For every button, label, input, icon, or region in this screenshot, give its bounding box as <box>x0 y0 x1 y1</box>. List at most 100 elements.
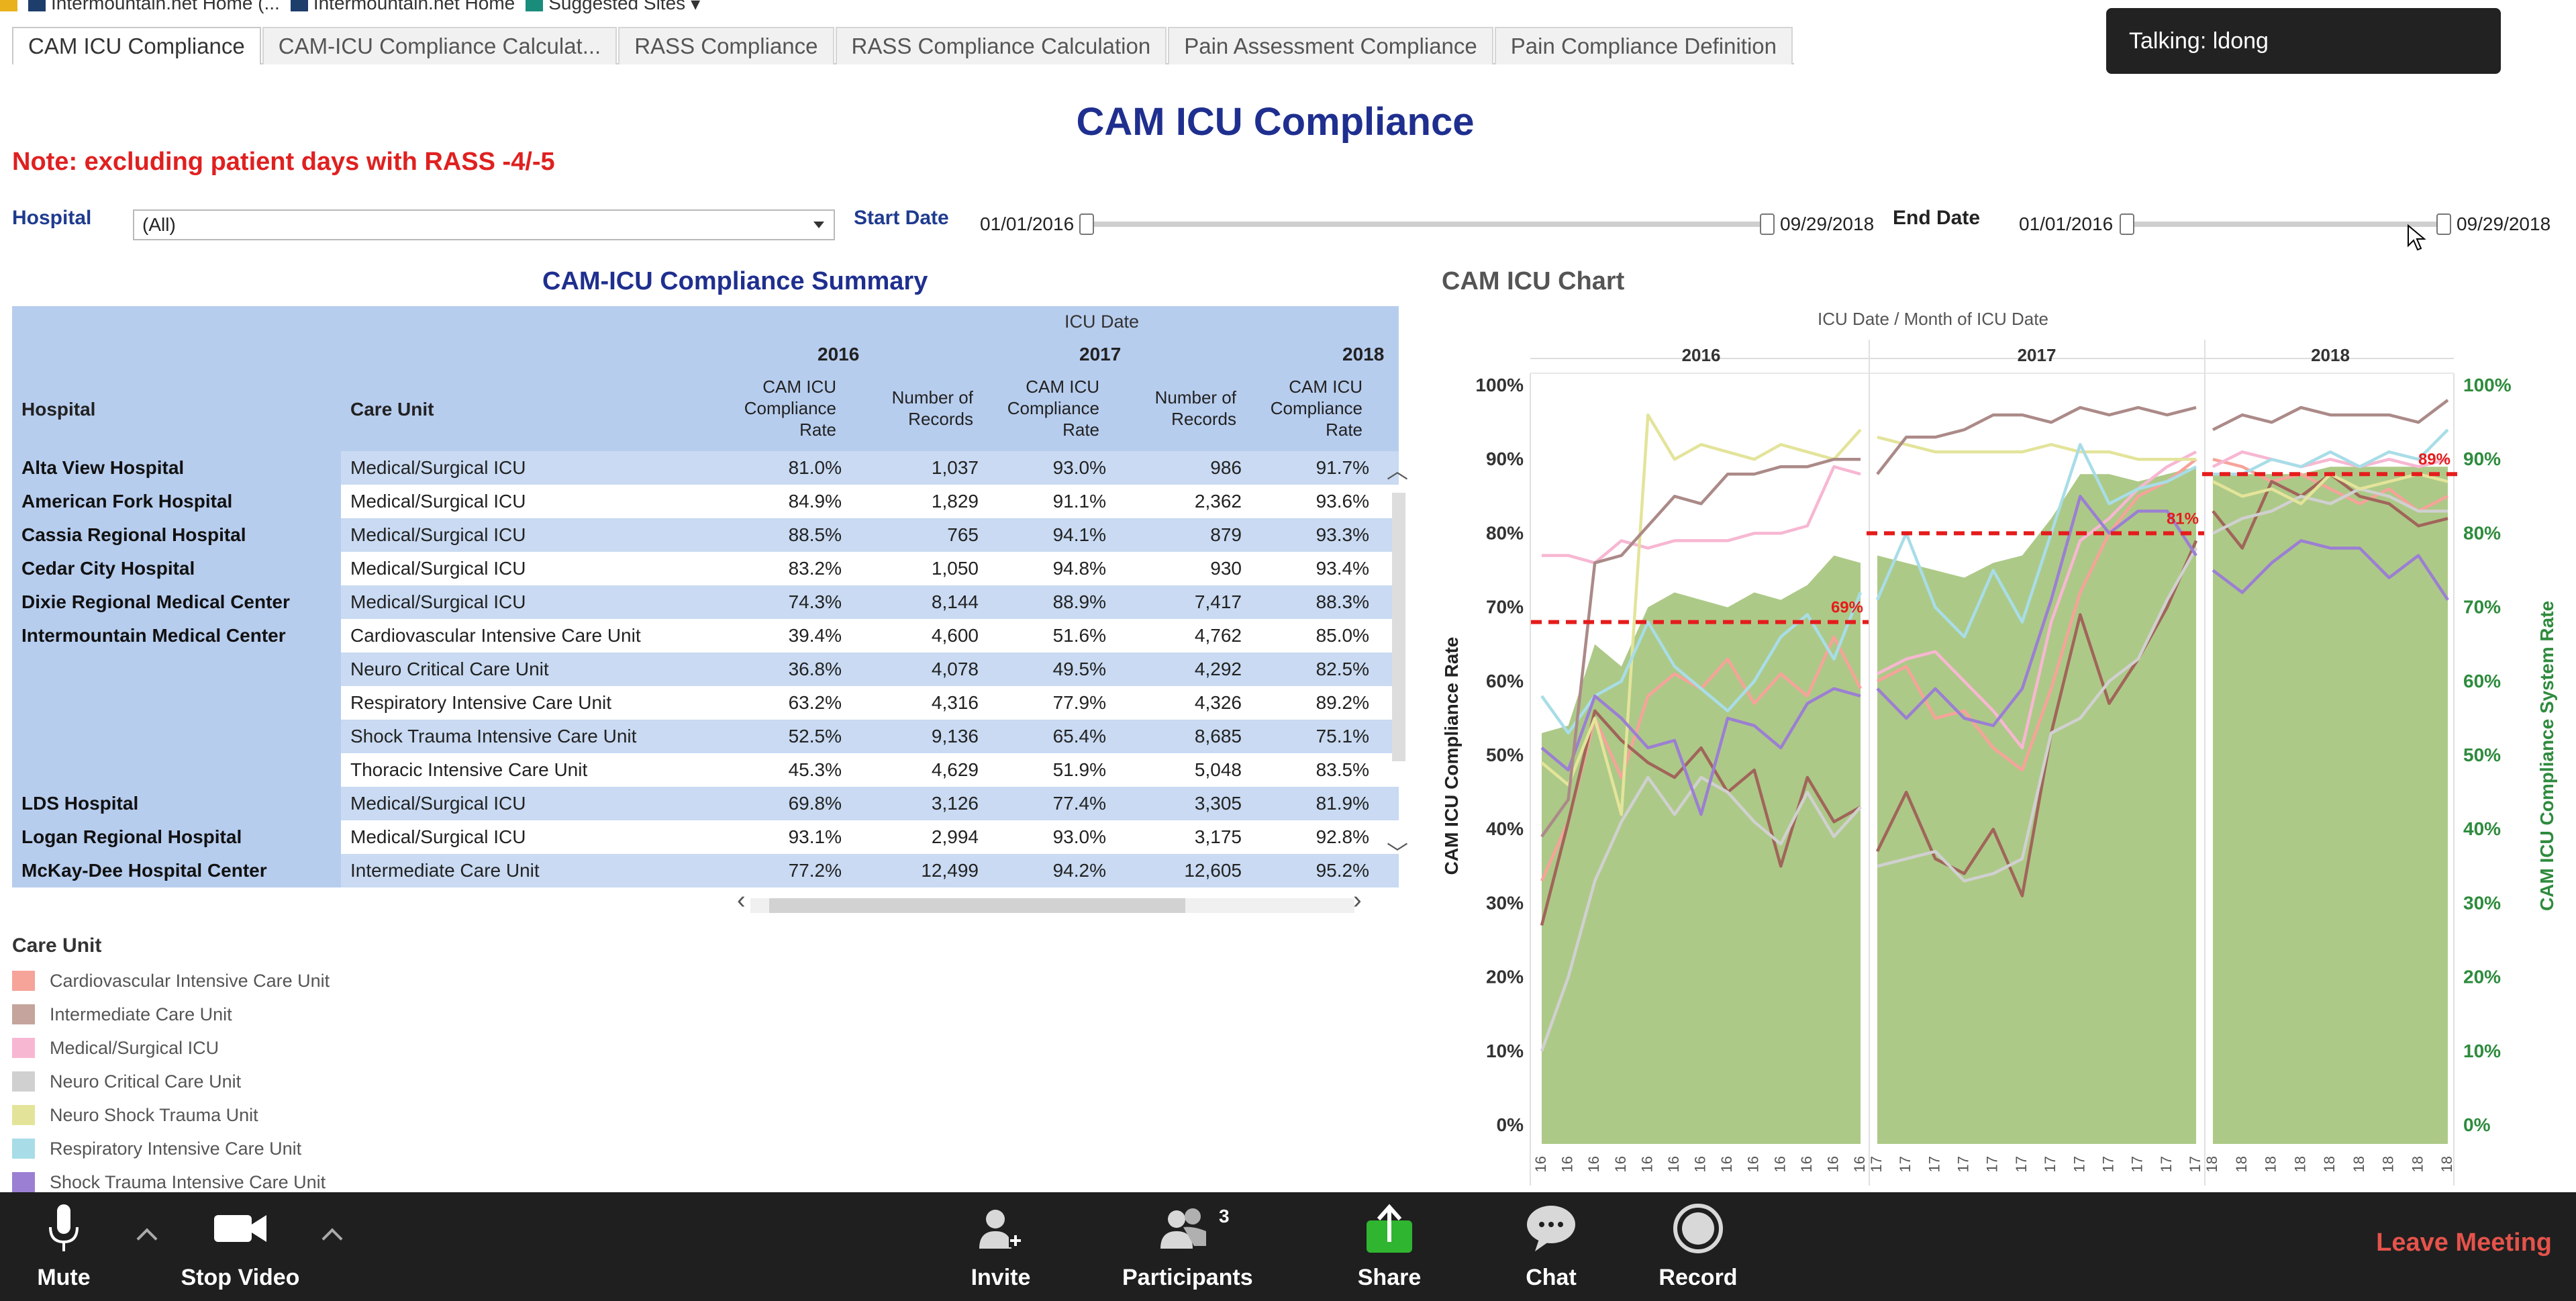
rate-cell: 51.9% <box>1052 759 1106 780</box>
records-cell: 4,326 <box>1194 692 1242 713</box>
rate-cell: 75.1% <box>1316 726 1369 746</box>
hospital-cell: McKay-Dee Hospital Center <box>12 854 341 887</box>
records-cell: 5,048 <box>1194 759 1242 780</box>
tab-cam-icu-calculation[interactable]: CAM-ICU Compliance Calculat... <box>262 27 617 64</box>
legend-item[interactable]: Respiratory Intensive Care Unit <box>12 1132 330 1165</box>
reference-line-label: 89% <box>2418 450 2450 469</box>
tab-rass-compliance[interactable]: RASS Compliance <box>618 27 834 64</box>
records-cell: 4,078 <box>931 659 979 679</box>
table-horizontal-scrollbar[interactable]: ‹ › <box>710 886 1399 917</box>
zoom-meeting-controls: Mute Stop Video Invite Participants 3 <box>0 1192 2576 1301</box>
table-vertical-scrollbar[interactable]: ︿ ﹀ <box>1387 459 1409 878</box>
table-row: Dixie Regional Medical Center Medical/Sur… <box>12 585 1399 619</box>
horizontal-scroll-thumb[interactable] <box>769 898 1185 913</box>
legend-item[interactable]: Medical/Surgical ICU <box>12 1031 330 1065</box>
end-date-min: 01/01/2016 <box>2019 213 2114 234</box>
care-unit-cell: Intermediate Care Unit <box>350 860 540 881</box>
legend-item[interactable]: Cardiovascular Intensive Care Unit <box>12 964 330 998</box>
cam-icu-chart: ICU Date / Month of ICU Date 0% 0% 10% 10% 20… <box>1441 309 2557 1186</box>
bing-icon <box>526 0 544 11</box>
rate-cell: 69.8% <box>788 793 842 814</box>
bookmark-suggested-sites[interactable]: Suggested Sites ▾ <box>526 0 700 15</box>
records-cell: 4,600 <box>931 625 979 646</box>
chart-title: CAM ICU Chart <box>1442 267 1625 295</box>
series-line <box>1540 457 1861 838</box>
legend-item[interactable]: Neuro Critical Care Unit <box>12 1065 330 1098</box>
legend-item[interactable]: Intermediate Care Unit <box>12 998 330 1031</box>
records-cell: 2,994 <box>931 826 979 847</box>
rate-cell: 84.9% <box>788 491 842 512</box>
hospital-filter-label: Hospital <box>12 207 92 229</box>
leave-meeting-button[interactable]: Leave Meeting <box>2376 1228 2552 1257</box>
care-unit-cell: Cardiovascular Intensive Care Unit <box>350 625 641 646</box>
rate-cell: 93.0% <box>1052 457 1106 478</box>
rate-cell: 89.2% <box>1316 692 1369 713</box>
rate-cell: 77.9% <box>1052 692 1106 713</box>
tab-rass-calculation[interactable]: RASS Compliance Calculation <box>835 27 1167 64</box>
y-tick-label: 100% <box>1475 375 1524 395</box>
rate-cell: 92.8% <box>1316 826 1369 847</box>
y2-tick-label: 80% <box>2463 522 2501 543</box>
stop-video-button[interactable]: Stop Video <box>180 1202 301 1291</box>
video-options-icon[interactable] <box>321 1228 343 1249</box>
records-cell: 7,417 <box>1194 591 1242 612</box>
end-date-slider[interactable] <box>2128 222 2444 227</box>
star-icon <box>0 0 17 11</box>
hospital-cell: Dixie Regional Medical Center <box>12 585 341 619</box>
bookmark-item[interactable] <box>0 0 17 11</box>
panel-year-label: 2016 <box>1682 345 1721 365</box>
x-tick-label: 17 <box>2187 1156 2203 1172</box>
tab-pain-definition[interactable]: Pain Compliance Definition <box>1494 27 1793 64</box>
mute-options-icon[interactable] <box>136 1228 158 1249</box>
system-rate-area <box>1877 467 2196 1144</box>
legend-item[interactable]: Shock Trauma Intensive Care Unit <box>12 1165 330 1199</box>
chat-button[interactable]: Chat <box>1521 1202 1581 1291</box>
rate-cell: 91.7% <box>1316 457 1369 478</box>
chart-header: ICU Date / Month of ICU Date <box>1818 309 2048 329</box>
row-stripe <box>341 787 1399 820</box>
invite-button[interactable]: Invite <box>964 1202 1038 1291</box>
video-camera-icon <box>180 1202 301 1255</box>
share-button[interactable]: Share <box>1356 1202 1423 1291</box>
records-cell: 3,305 <box>1194 793 1242 814</box>
microphone-icon <box>27 1202 101 1255</box>
scroll-right-icon[interactable]: › <box>1353 886 1362 914</box>
rate-cell: 91.1% <box>1052 491 1106 512</box>
rate-cell: 63.2% <box>788 692 842 713</box>
end-date-handle-left[interactable] <box>2120 213 2134 235</box>
y2-tick-label: 50% <box>2463 744 2501 765</box>
legend-swatch <box>12 1105 35 1125</box>
start-date-slider[interactable] <box>1087 222 1767 227</box>
bookmark-intermountain-1[interactable]: Intermountain.net Home (... <box>28 0 280 14</box>
participants-button[interactable]: Participants <box>1122 1202 1253 1291</box>
vertical-scroll-thumb[interactable] <box>1392 493 1405 761</box>
x-tick-label: 17 <box>2042 1156 2059 1172</box>
legend-item[interactable]: Neuro Shock Trauma Unit <box>12 1098 330 1132</box>
rate-cell: 94.8% <box>1052 558 1106 579</box>
start-date-handle-left[interactable] <box>1079 213 1094 235</box>
scroll-down-icon[interactable]: ﹀ <box>1387 841 1409 865</box>
intermountain-logo-icon <box>290 0 308 11</box>
end-date-handle-right[interactable] <box>2436 213 2451 235</box>
row-stripe <box>341 820 1399 854</box>
rate-cell: 51.6% <box>1052 625 1106 646</box>
mouse-cursor-icon <box>2408 224 2426 251</box>
hospital-cell <box>12 720 341 753</box>
record-button[interactable]: Record <box>1658 1202 1738 1291</box>
start-date-handle-right[interactable] <box>1760 213 1775 235</box>
hospital-select[interactable]: (All) <box>133 209 835 240</box>
records-cell: 4,316 <box>931 692 979 713</box>
care-unit-cell: Shock Trauma Intensive Care Unit <box>350 726 637 746</box>
tab-pain-assessment[interactable]: Pain Assessment Compliance <box>1168 27 1493 64</box>
hospital-cell: Alta View Hospital <box>12 451 341 485</box>
care-unit-cell: Medical/Surgical ICU <box>350 457 526 478</box>
year-header-2018: 2018 <box>1342 344 1385 365</box>
participant-count: 3 <box>1219 1206 1230 1226</box>
mute-button[interactable]: Mute <box>27 1202 101 1291</box>
scroll-up-icon[interactable]: ︿ <box>1387 459 1409 483</box>
tab-cam-icu-compliance[interactable]: CAM ICU Compliance <box>12 27 261 64</box>
x-tick-label: 16 <box>1692 1156 1709 1172</box>
bookmark-intermountain-2[interactable]: Intermountain.net Home <box>290 0 515 14</box>
records-cell: 8,144 <box>931 591 979 612</box>
scroll-left-icon[interactable]: ‹ <box>737 886 746 914</box>
